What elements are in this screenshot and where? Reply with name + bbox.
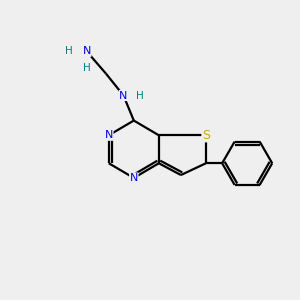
Text: N: N <box>82 46 91 56</box>
Text: S: S <box>202 129 210 142</box>
Text: N: N <box>130 173 138 183</box>
Text: N: N <box>119 91 128 100</box>
Text: N: N <box>105 130 113 140</box>
Text: H: H <box>83 63 91 73</box>
Text: H: H <box>65 46 73 56</box>
Text: H: H <box>136 91 144 100</box>
